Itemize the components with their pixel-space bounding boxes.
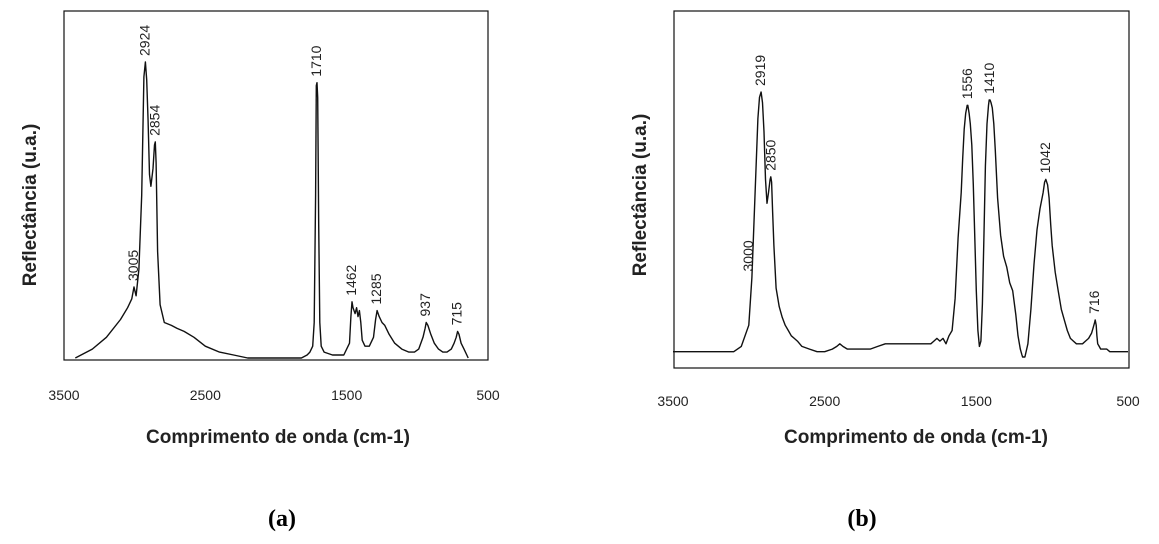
plot-frame-a xyxy=(63,10,489,361)
peak-label: 715 xyxy=(449,302,465,326)
peak-label: 2924 xyxy=(136,25,152,56)
peak-label: 937 xyxy=(417,293,433,317)
x-tick-label: 1500 xyxy=(331,387,362,403)
chart-panel-a: 3005 2924 2854 1710 1462 1285 937 715 3500 2500 1… xyxy=(20,10,500,532)
x-ticks-a: 3500 2500 1500 500 xyxy=(48,387,499,403)
x-tick-label: 500 xyxy=(476,387,500,403)
peak-label: 3000 xyxy=(740,240,756,271)
x-tick-label: 500 xyxy=(1116,393,1140,409)
peak-label: 2919 xyxy=(752,55,768,86)
peak-label: 1410 xyxy=(981,63,997,94)
peak-label: 1042 xyxy=(1037,142,1053,173)
y-axis-label-a: Reflectância (u.a.) xyxy=(20,124,41,287)
plot-frame-b xyxy=(673,10,1130,369)
x-tick-label: 2500 xyxy=(190,387,221,403)
peak-labels-b: 3000 2919 2850 1556 1410 1042 716 xyxy=(740,55,1102,314)
peak-label: 1285 xyxy=(368,273,384,304)
y-axis-label-b: Reflectância (u.a.) xyxy=(630,114,651,277)
x-axis-label-b: Comprimento de onda (cm-1) xyxy=(784,427,1048,448)
x-tick-label: 2500 xyxy=(809,393,840,409)
spectrum-a xyxy=(74,61,469,359)
peak-label: 2850 xyxy=(763,139,779,170)
x-tick-label: 3500 xyxy=(48,387,79,403)
peak-label: 2854 xyxy=(146,105,162,136)
x-tick-label: 1500 xyxy=(961,393,992,409)
peak-label: 1556 xyxy=(959,68,975,99)
peak-label: 716 xyxy=(1086,290,1102,314)
peak-label: 3005 xyxy=(125,250,141,281)
peak-labels-a: 3005 2924 2854 1710 1462 1285 937 715 xyxy=(125,25,465,326)
panel-label-b: (b) xyxy=(847,506,876,532)
spectrum-b xyxy=(673,91,1128,358)
chart-panel-b: 3000 2919 2850 1556 1410 1042 716 3500 2500 1500… xyxy=(630,10,1140,532)
x-tick-label: 3500 xyxy=(657,393,688,409)
spectrum-line-b xyxy=(673,91,1128,358)
peak-label: 1462 xyxy=(343,264,359,295)
spectrum-line-a xyxy=(74,61,469,359)
panel-label-a: (a) xyxy=(268,506,296,532)
x-ticks-b: 3500 2500 1500 500 xyxy=(657,393,1139,409)
peak-label: 1710 xyxy=(308,45,324,76)
x-axis-label-a: Comprimento de onda (cm-1) xyxy=(146,427,410,448)
